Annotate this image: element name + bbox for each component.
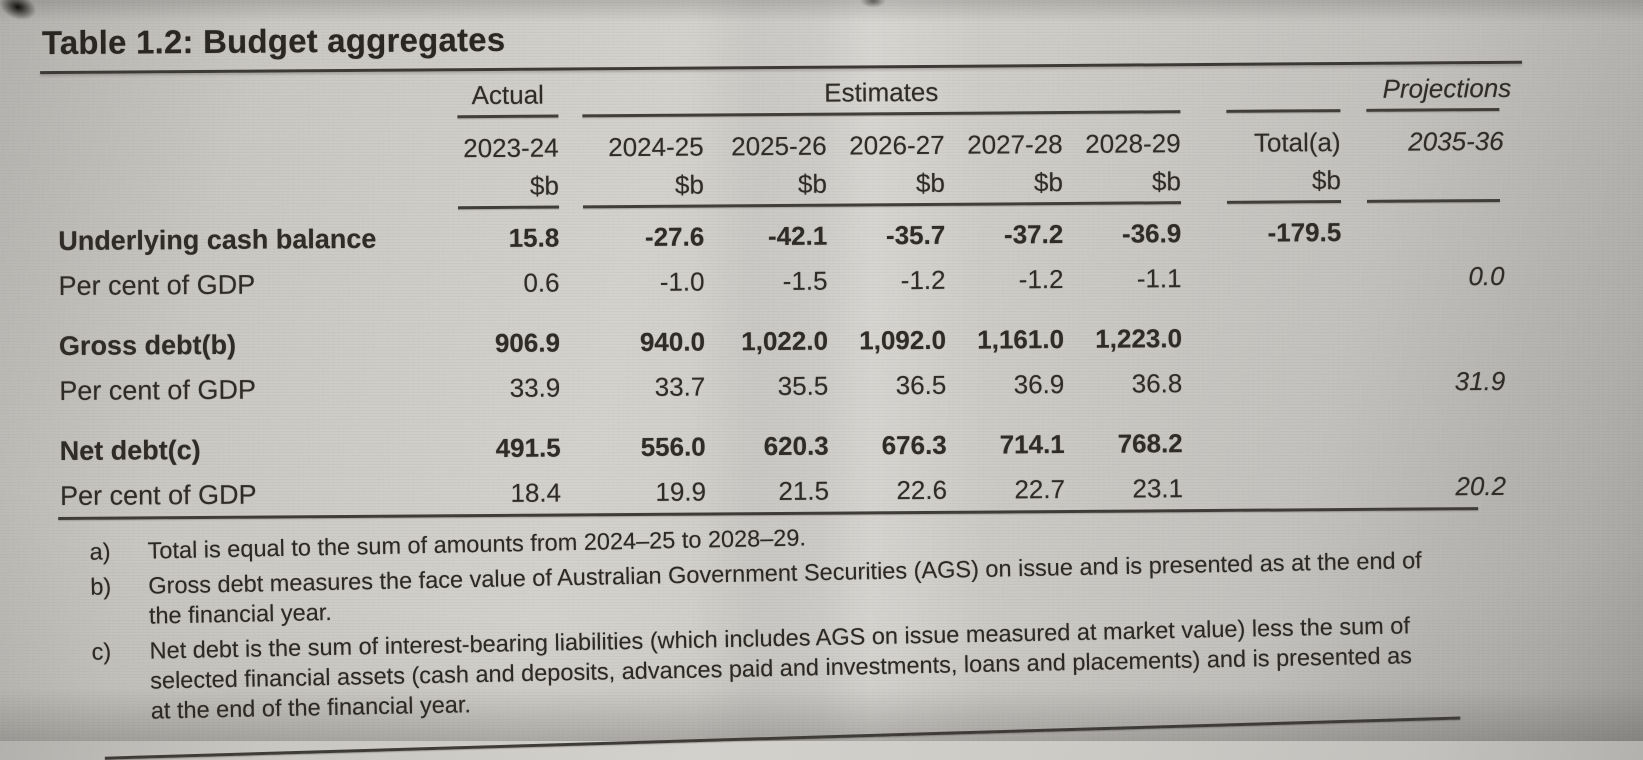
projection-cell	[1354, 309, 1517, 355]
projection-cell: 20.2	[1455, 470, 1507, 502]
group-actual: Actual	[471, 79, 544, 111]
group-projections: Projections	[1382, 72, 1512, 104]
projection-cell: 0.0	[1468, 260, 1505, 292]
value-cell: 33.9	[509, 372, 561, 403]
value-cell: 620.3	[763, 430, 829, 462]
projections-unit-rule	[1367, 198, 1501, 203]
value-cell: 556.0	[640, 431, 706, 462]
total-cell	[1193, 250, 1353, 296]
unit-cell: $b	[1311, 165, 1341, 196]
value-cell: 714.1	[999, 428, 1065, 460]
total-cell	[1194, 355, 1354, 401]
value-cell: -27.6	[644, 221, 705, 252]
group-estimates: Estimates	[824, 76, 939, 108]
year-header: 2027-28	[967, 129, 1063, 160]
year-header: 2028-29	[1085, 128, 1181, 159]
total-header: Total(a)	[1253, 127, 1341, 158]
empty-cell	[56, 166, 446, 207]
value-cell: -42.1	[767, 220, 828, 252]
budget-aggregates-table: Actual Estimates Projections 2023-24 202…	[55, 68, 1518, 522]
value-cell: 22.6	[896, 474, 948, 506]
empty-cell	[1353, 159, 1516, 198]
value-cell: 1,092.0	[859, 324, 947, 356]
footnote-marker: a)	[89, 538, 111, 565]
projections-rule	[1366, 107, 1500, 112]
value-cell: 21.5	[778, 475, 830, 506]
value-cell: 0.6	[523, 267, 560, 298]
value-cell: 23.1	[1132, 473, 1184, 504]
row-label: Net debt(c)	[59, 435, 201, 467]
value-cell: 1,223.0	[1095, 323, 1183, 354]
footnote-text: Net debt is the sum of interest-bearing …	[149, 612, 1413, 724]
footnote-marker: b)	[90, 573, 112, 600]
value-cell: 35.5	[777, 370, 829, 401]
total-unit-rule	[1227, 200, 1342, 204]
value-cell: 906.9	[494, 327, 561, 358]
projection-cell	[1355, 414, 1518, 460]
empty-cell	[55, 120, 445, 169]
projection-cell: 31.9	[1454, 365, 1506, 397]
value-cell: 1,161.0	[977, 323, 1065, 355]
value-cell: -1.0	[659, 266, 705, 297]
total-cell	[1195, 460, 1355, 506]
projection-year-header: 2035-36	[1408, 125, 1504, 157]
year-header: 2023-24	[463, 132, 559, 164]
total-cell	[1194, 310, 1354, 356]
row-label: Per cent of GDP	[59, 479, 257, 512]
value-cell: -1.2	[900, 264, 946, 296]
total-cell: -179.5	[1267, 217, 1342, 248]
empty-cell	[55, 75, 445, 116]
page-title: Table 1.2: Budget aggregates	[41, 20, 506, 62]
year-header: 2026-27	[849, 129, 945, 161]
footnote-marker: c)	[91, 638, 112, 665]
projection-cell	[1353, 204, 1516, 250]
value-cell: 18.4	[510, 477, 562, 508]
year-header: 2024-25	[608, 131, 704, 163]
unit-cell: $b	[1033, 167, 1063, 198]
value-cell: 15.8	[508, 222, 560, 253]
row-label: Per cent of GDP	[59, 374, 257, 407]
empty-cell	[1192, 69, 1352, 108]
value-cell: 1,022.0	[741, 325, 829, 357]
actual-unit-rule	[458, 205, 560, 210]
value-cell: 36.5	[895, 369, 947, 401]
value-cell: 19.9	[655, 476, 707, 507]
total-cell	[1195, 415, 1355, 461]
unit-cell: $b	[915, 167, 945, 199]
value-cell: -35.7	[885, 219, 946, 251]
actual-rule	[457, 114, 559, 119]
value-cell: 22.7	[1014, 473, 1066, 505]
value-cell: 36.9	[1013, 368, 1065, 400]
unit-cell: $b	[529, 170, 559, 201]
value-cell: 676.3	[881, 429, 947, 461]
row-label: Gross debt(b)	[58, 329, 237, 362]
value-cell: -36.9	[1121, 218, 1182, 249]
unit-cell: $b	[797, 168, 827, 199]
unit-cell: $b	[1151, 166, 1181, 197]
value-cell: -37.2	[1003, 219, 1064, 250]
page-bottom-rule	[104, 716, 1461, 760]
value-cell: -1.2	[1018, 263, 1064, 295]
value-cell: 491.5	[495, 432, 561, 463]
value-cell: 36.8	[1131, 368, 1183, 399]
year-header: 2025-26	[731, 130, 827, 162]
value-cell: 940.0	[639, 326, 706, 357]
footnotes: a) Total is equal to the sum of amounts …	[89, 510, 1428, 727]
value-cell: -1.1	[1136, 263, 1182, 294]
unit-cell: $b	[674, 169, 704, 200]
total-rule	[1226, 109, 1341, 113]
row-label: Underlying cash balance	[58, 223, 377, 257]
value-cell: -1.5	[782, 265, 828, 296]
value-cell: 33.7	[654, 371, 706, 402]
row-label: Per cent of GDP	[58, 269, 256, 302]
value-cell: 768.2	[1117, 428, 1183, 459]
